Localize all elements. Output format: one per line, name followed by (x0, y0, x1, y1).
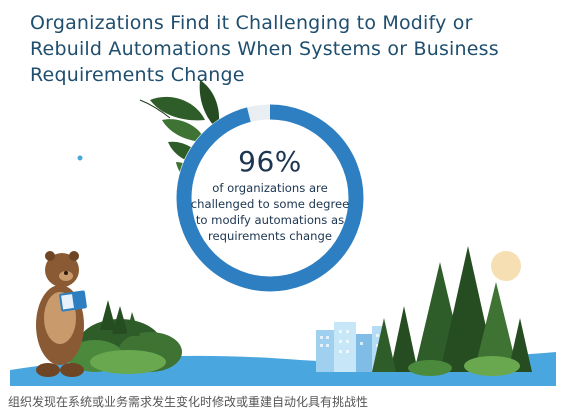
caption: 组织发现在系统或业务需求发生变化时修改或重建自动化具有挑战性 (8, 395, 369, 409)
percentage-description: of organizations are challenged to some … (190, 181, 350, 243)
bear-reading-icon (36, 251, 87, 377)
pine-trees-icon (372, 246, 532, 372)
donut-value-arc (176, 104, 364, 292)
percentage-value: 96% (238, 145, 302, 178)
donut-center-label: 96% of organizations are challenged to s… (190, 146, 350, 244)
donut-chart (176, 104, 364, 292)
chart-title: Organizations Find it Challenging to Mod… (30, 12, 499, 86)
sun-icon (491, 251, 521, 281)
bushes-icon (67, 300, 182, 374)
right-bushes (408, 356, 520, 376)
dot-decoration (77, 155, 83, 161)
